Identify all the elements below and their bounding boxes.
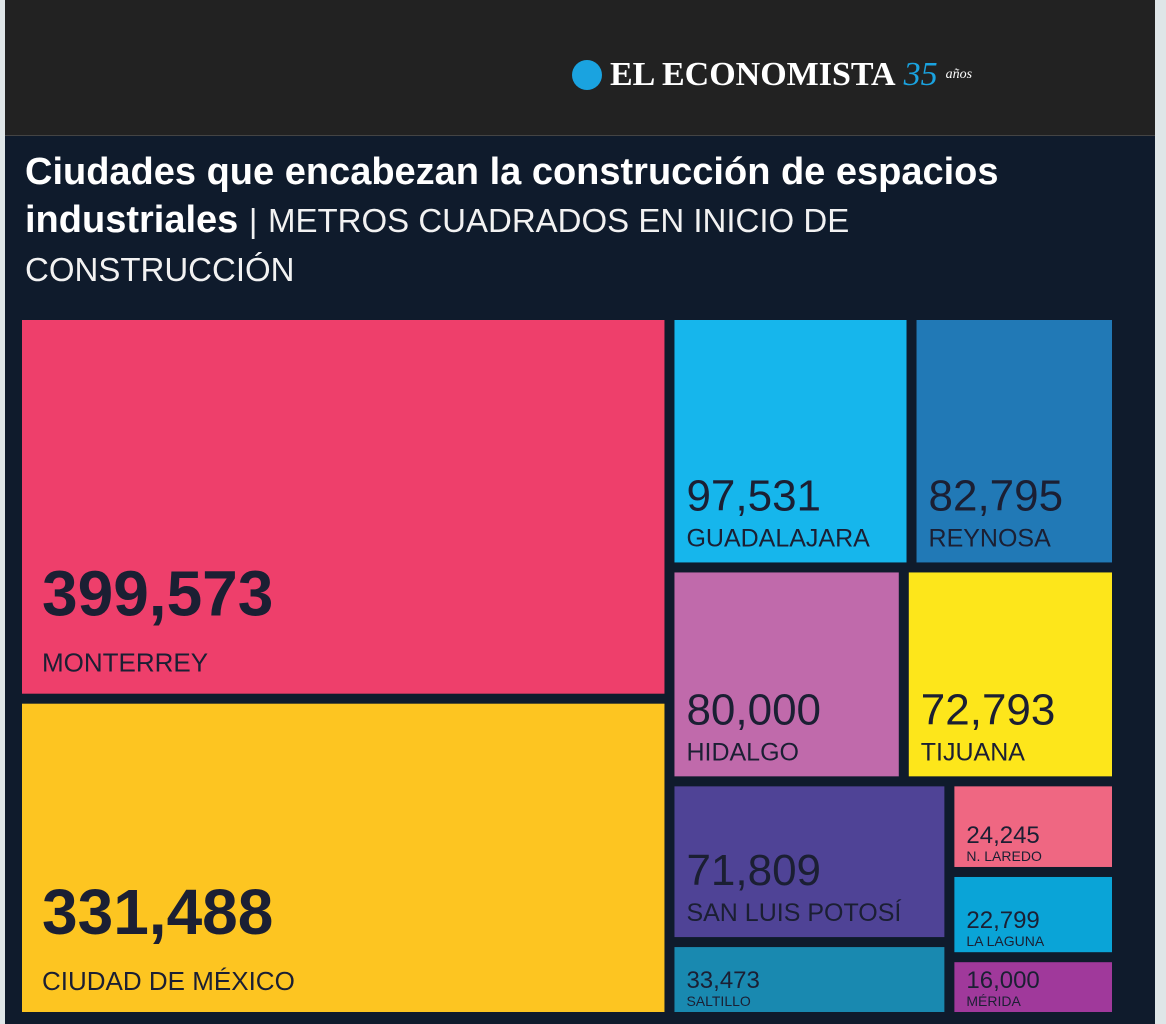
value-label: 331,488: [42, 876, 273, 948]
value-label: 97,531: [686, 471, 821, 520]
tile: [954, 876, 1112, 953]
category-label: MONTERREY: [42, 648, 208, 678]
value-label: 80,000: [686, 685, 821, 734]
category-label: REYNOSA: [929, 524, 1052, 552]
category-label: HIDALGO: [686, 738, 799, 766]
category-label: LA LAGUNA: [966, 933, 1044, 949]
tile: [916, 320, 1112, 563]
category-label: SAN LUIS POTOSÍ: [686, 898, 901, 927]
category-label: SALTILLO: [686, 993, 750, 1009]
tile: [954, 962, 1112, 1012]
value-label: 16,000: [966, 967, 1039, 994]
category-label: CIUDAD DE MÉXICO: [42, 966, 295, 996]
tile: [908, 572, 1112, 777]
tile: [954, 786, 1112, 867]
tile: [674, 947, 945, 1012]
chart-title: Ciudades que encabezan la construcción d…: [25, 151, 999, 241]
tile: [674, 786, 945, 938]
logo-text: EL ECONOMISTA: [610, 56, 896, 93]
tile: [674, 320, 907, 563]
anniversary-suffix: años: [945, 67, 973, 82]
title-separator: |: [248, 202, 258, 239]
value-label: 24,245: [966, 822, 1039, 849]
category-label: MÉRIDA: [966, 993, 1021, 1009]
tile: [674, 572, 899, 777]
anniversary: 35: [903, 56, 938, 93]
tile: [22, 703, 665, 1012]
category-label: GUADALAJARA: [686, 524, 870, 552]
value-label: 72,793: [921, 685, 1056, 734]
title-block: Ciudades que encabezan la construcción d…: [25, 148, 1105, 294]
value-label: 33,473: [686, 967, 759, 994]
category-label: N. LAREDO: [966, 848, 1042, 864]
value-label: 71,809: [686, 846, 821, 895]
chart-subtitle: METROS CUADRADOS EN INICIO DE CONSTRUCCI…: [25, 202, 850, 288]
tile: [22, 320, 665, 694]
value-label: 22,799: [966, 907, 1039, 934]
logo: EL ECONOMISTA 35 años: [572, 56, 972, 94]
logo-icon: [572, 60, 602, 90]
category-label: TIJUANA: [921, 738, 1026, 766]
value-label: 82,795: [929, 471, 1064, 520]
value-label: 399,573: [42, 558, 273, 630]
